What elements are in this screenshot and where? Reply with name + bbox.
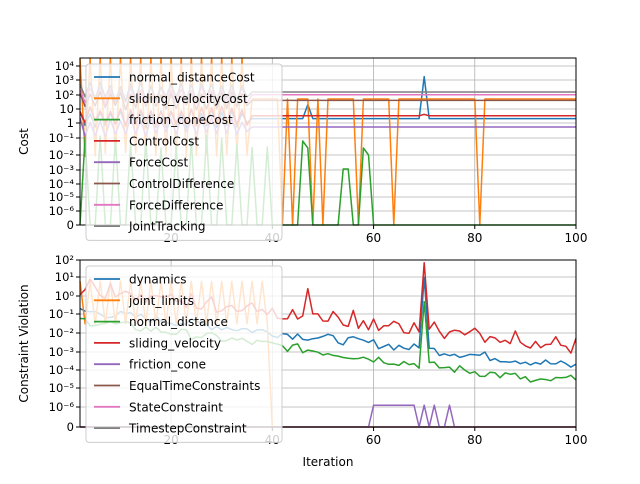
- y-tick-label: 10⁻¹: [49, 131, 74, 145]
- x-tick-label: 60: [366, 433, 381, 447]
- axes-frame: [79, 259, 577, 428]
- legend-label: normal_distance: [129, 315, 228, 329]
- y-axis-label: Cost: [17, 128, 31, 155]
- y-tick-label: 10⁻³: [49, 163, 75, 177]
- legend-label: sliding_velocity: [129, 336, 221, 350]
- constraint-axes: 20406080100010⁻⁶10⁻⁵10⁻⁴10⁻³10⁻²10⁻¹10⁰1…: [17, 253, 587, 469]
- y-tick-label: 10⁻⁵: [49, 190, 75, 204]
- y-tick-label: 10¹: [55, 270, 74, 284]
- y-tick-label: 10⁻⁶: [49, 204, 75, 218]
- legend-label: friction_cone: [129, 358, 206, 372]
- y-axis-label: Constraint Violation: [17, 284, 31, 402]
- legend: [85, 63, 283, 241]
- legend-label: EqualTimeConstraints: [129, 379, 260, 393]
- y-tick-label: 10⁻⁴: [49, 177, 75, 191]
- x-tick-label: 60: [366, 231, 381, 245]
- legend-label: friction_coneCost: [129, 113, 233, 127]
- axes-frame: [79, 57, 577, 226]
- legend-label: joint_limits: [128, 294, 194, 308]
- y-tick-label: 10⁻³: [49, 345, 75, 359]
- legend-label: ControlCost: [129, 134, 199, 148]
- y-tick-label: 10⁻¹: [49, 307, 74, 321]
- legend-label: ControlDifference: [129, 177, 234, 191]
- y-tick-label: 10⁻⁵: [49, 381, 75, 395]
- x-tick-label: 100: [565, 231, 588, 245]
- legend-label: StateConstraint: [129, 400, 223, 414]
- y-tick-label: 10: [59, 102, 74, 116]
- legend-label: normal_distanceCost: [129, 71, 255, 85]
- legend-label: TimestepConstraint: [128, 422, 247, 436]
- x-tick-label: 100: [565, 433, 588, 447]
- y-tick-label: 10⁴: [55, 59, 75, 73]
- y-tick-label: 10⁻⁴: [49, 363, 75, 377]
- y-tick-label: 0: [67, 420, 74, 434]
- x-axis-label: Iteration: [303, 455, 354, 469]
- x-tick-label: 80: [467, 231, 482, 245]
- legend-label: sliding_velocityCost: [129, 92, 248, 106]
- y-tick-label: 10⁰: [55, 289, 75, 303]
- legend-label: dynamics: [129, 273, 187, 287]
- legend: [85, 265, 283, 443]
- y-tick-label: 0: [67, 218, 74, 232]
- y-tick-label: 10⁻⁶: [49, 400, 75, 414]
- legend-label: ForceCost: [129, 156, 188, 170]
- legend-label: JointTracking: [128, 220, 205, 234]
- y-tick-label: 10³: [55, 73, 75, 87]
- y-tick-label: 10²: [55, 253, 74, 267]
- y-tick-label: 1: [67, 116, 74, 130]
- legend-label: ForceDifference: [129, 198, 223, 212]
- x-tick-label: 80: [467, 433, 482, 447]
- cost-axes: 20406080100010⁻⁶10⁻⁵10⁻⁴10⁻³10⁻²10⁻¹1101…: [17, 57, 588, 245]
- y-tick-label: 10⁻²: [49, 326, 74, 340]
- y-tick-label: 10⁻²: [49, 148, 74, 162]
- y-tick-label: 10²: [55, 88, 74, 102]
